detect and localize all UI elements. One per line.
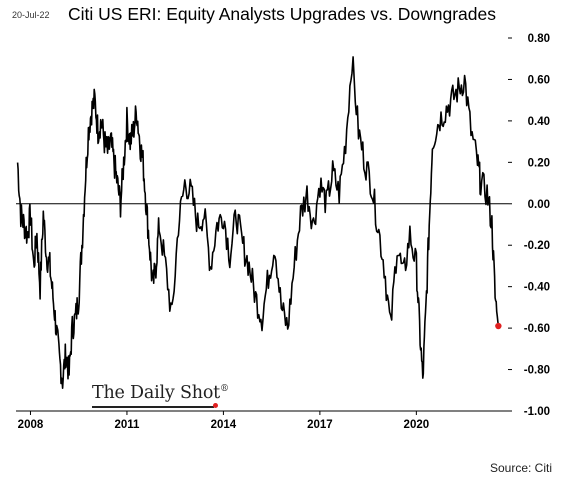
- x-tick-label: 2017: [307, 419, 333, 431]
- watermark: The Daily Shot®: [92, 383, 229, 403]
- y-tick-label: 0.80: [528, 33, 550, 45]
- y-tick-label: -0.20: [524, 240, 550, 252]
- watermark-dot: [213, 403, 218, 408]
- y-tick-label: -0.60: [524, 323, 550, 335]
- x-axis: 2008 2011 2014 2017 2020: [16, 410, 508, 431]
- x-tick-label: 2008: [18, 419, 44, 431]
- plot-area: [16, 56, 508, 390]
- series-line: [16, 56, 500, 390]
- source-label: Source: Citi: [489, 461, 552, 475]
- y-axis: 0.80 0.60 0.40 0.20 0.00 -0.20 -0.40 -0.60 -0.80…: [508, 33, 550, 418]
- y-tick-label: -0.40: [524, 282, 550, 294]
- x-tick-label: 2020: [404, 419, 430, 431]
- y-tick-label: -0.80: [524, 365, 550, 377]
- last-point-marker: [495, 322, 502, 330]
- watermark-underline: [92, 406, 214, 408]
- x-tick-label: 2011: [114, 419, 140, 431]
- y-tick-label: 0.60: [528, 74, 550, 86]
- x-tick-label: 2014: [211, 419, 237, 431]
- y-tick-label: 0.20: [528, 157, 550, 169]
- y-tick-label: 0.40: [528, 116, 550, 128]
- watermark-text: The Daily Shot: [92, 383, 220, 403]
- y-tick-label: -1.00: [524, 406, 550, 418]
- chart-title: Citi US ERI: Equity Analysts Upgrades vs…: [68, 4, 496, 24]
- y-tick-label: 0.00: [528, 199, 550, 211]
- watermark-mark: ®: [220, 384, 229, 395]
- date-label: 20-Jul-22: [12, 10, 50, 20]
